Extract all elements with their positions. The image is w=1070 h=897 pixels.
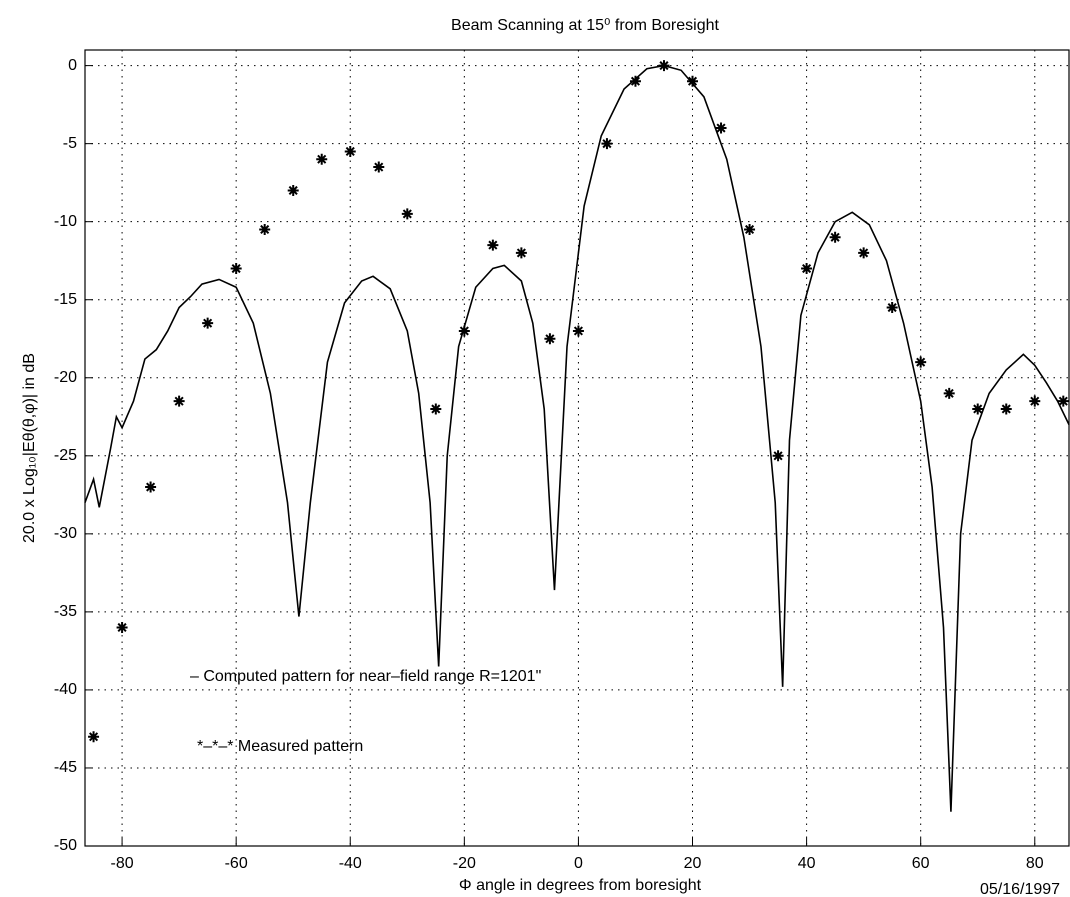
y-tick-label: -15 (54, 291, 77, 308)
measured-point (430, 403, 442, 415)
x-tick-label: 0 (574, 855, 583, 872)
x-tick-label: -60 (225, 855, 248, 872)
measured-point (344, 145, 356, 157)
chart-title: Beam Scanning at 15⁰ from Boresight (451, 17, 719, 34)
y-tick-label: -5 (63, 135, 77, 152)
measured-point (886, 302, 898, 314)
x-tick-label: 20 (684, 855, 702, 872)
measured-point (629, 75, 641, 87)
y-tick-label: -30 (54, 525, 77, 542)
measured-point (744, 223, 756, 235)
measured-point (116, 621, 128, 633)
measured-point (601, 138, 613, 150)
measured-point (687, 75, 699, 87)
y-tick-label: 0 (68, 57, 77, 74)
annotation: *–*–* Measured pattern (197, 738, 363, 755)
measured-point (230, 263, 242, 275)
y-axis-label: 20.0 x Log₁₀|Eθ(θ,φ)| in dB (21, 353, 38, 543)
measured-point (972, 403, 984, 415)
x-tick-label: 60 (912, 855, 930, 872)
measured-point (259, 223, 271, 235)
y-tick-label: -40 (54, 681, 77, 698)
y-tick-label: -45 (54, 759, 77, 776)
measured-point (401, 208, 413, 220)
x-tick-label: 40 (798, 855, 816, 872)
measured-point (373, 161, 385, 173)
measured-point (515, 247, 527, 259)
measured-point (202, 317, 214, 329)
measured-point (915, 356, 927, 368)
measured-point (829, 231, 841, 243)
computed-line (84, 64, 1070, 812)
x-tick-label: -40 (339, 855, 362, 872)
y-tick-label: -25 (54, 447, 77, 464)
measured-point (287, 184, 299, 196)
x-tick-label: -20 (453, 855, 476, 872)
measured-point (88, 731, 100, 743)
measured-point (572, 325, 584, 337)
x-tick-label: -80 (111, 855, 134, 872)
measured-point (458, 325, 470, 337)
measured-point (658, 60, 670, 72)
annotation: – Computed pattern for near–field range … (190, 668, 541, 685)
measured-point (145, 481, 157, 493)
x-axis-label: Φ angle in degrees from boresight (459, 877, 702, 894)
measured-point (544, 333, 556, 345)
y-tick-label: -10 (54, 213, 77, 230)
measured-point (715, 122, 727, 134)
y-tick-label: -35 (54, 603, 77, 620)
measured-point (173, 395, 185, 407)
plot-frame (84, 49, 1070, 847)
y-tick-label: -50 (54, 837, 77, 854)
measured-point (1000, 403, 1012, 415)
measured-point (1029, 395, 1041, 407)
measured-point (487, 239, 499, 251)
measured-point (316, 153, 328, 165)
measured-point (772, 450, 784, 462)
x-tick-label: 80 (1026, 855, 1044, 872)
measured-point (801, 263, 813, 275)
measured-point (858, 247, 870, 259)
measured-point (1057, 395, 1069, 407)
y-tick-label: -20 (54, 369, 77, 386)
measured-point (943, 387, 955, 399)
date-annotation: 05/16/1997 (980, 881, 1060, 897)
